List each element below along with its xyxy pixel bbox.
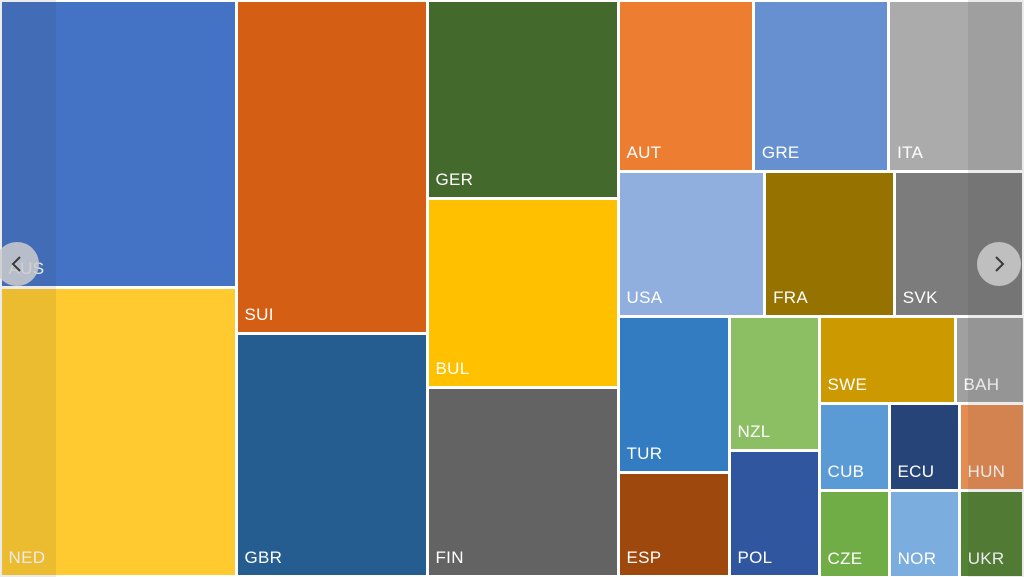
- tile-label-bul: BUL: [435, 358, 470, 378]
- treemap-tile-swe: SWE: [820, 317, 954, 402]
- tile-label-fin: FIN: [435, 548, 464, 568]
- treemap-tile-usa: USA: [619, 172, 764, 315]
- tile-label-pol: POL: [737, 548, 773, 568]
- treemap-tile-nzl: NZL: [730, 317, 818, 450]
- tile-label-esp: ESP: [626, 548, 662, 568]
- treemap-tile-ita: ITA: [890, 1, 1023, 170]
- tile-label-cub: CUB: [827, 461, 865, 481]
- tile-label-gre: GRE: [761, 142, 800, 162]
- treemap-tile-ned: NED: [1, 288, 235, 576]
- treemap-tile-nor: NOR: [890, 491, 958, 576]
- tile-label-cze: CZE: [827, 548, 863, 568]
- treemap-tile-sui: SUI: [237, 1, 426, 333]
- tile-label-ukr: UKR: [967, 548, 1005, 568]
- treemap-tile-hun: HUN: [960, 404, 1023, 489]
- chevron-left-icon: [11, 256, 21, 272]
- tile-label-nzl: NZL: [737, 422, 771, 442]
- treemap-tile-cze: CZE: [820, 491, 888, 576]
- treemap-tile-ger: GER: [428, 1, 617, 197]
- treemap-tile-bul: BUL: [428, 199, 617, 386]
- treemap-tile-pol: POL: [730, 452, 818, 576]
- treemap-tile-gbr: GBR: [237, 335, 426, 576]
- tile-label-usa: USA: [626, 287, 663, 307]
- tile-label-ita: ITA: [897, 142, 924, 162]
- tile-label-sui: SUI: [244, 305, 274, 325]
- treemap-tile-aus: AUS: [1, 1, 235, 286]
- tile-label-tur: TUR: [626, 443, 663, 463]
- tile-label-bah: BAH: [963, 374, 1000, 394]
- tile-label-ecu: ECU: [897, 461, 935, 481]
- treemap-tile-ukr: UKR: [960, 491, 1023, 576]
- tile-label-aut: AUT: [626, 142, 662, 162]
- treemap-tile-gre: GRE: [754, 1, 888, 170]
- tile-label-ned: NED: [8, 548, 46, 568]
- chevron-right-icon: [995, 256, 1005, 272]
- treemap-tile-esp: ESP: [619, 473, 728, 576]
- tile-label-hun: HUN: [967, 461, 1006, 481]
- treemap-tile-cub: CUB: [820, 404, 888, 489]
- tile-label-swe: SWE: [827, 374, 868, 394]
- tile-label-fra: FRA: [773, 287, 809, 307]
- tile-label-gbr: GBR: [244, 548, 283, 568]
- next-button[interactable]: [977, 242, 1021, 286]
- tile-label-nor: NOR: [897, 548, 937, 568]
- treemap-tile-bah: BAH: [956, 317, 1023, 402]
- treemap-tile-aut: AUT: [619, 1, 752, 170]
- treemap-tile-fin: FIN: [428, 388, 617, 576]
- previous-button[interactable]: [0, 242, 39, 286]
- treemap-tile-fra: FRA: [766, 172, 893, 315]
- tile-label-ger: GER: [435, 169, 474, 189]
- treemap-tile-tur: TUR: [619, 317, 728, 471]
- tile-label-svk: SVK: [902, 287, 938, 307]
- treemap-tile-ecu: ECU: [890, 404, 958, 489]
